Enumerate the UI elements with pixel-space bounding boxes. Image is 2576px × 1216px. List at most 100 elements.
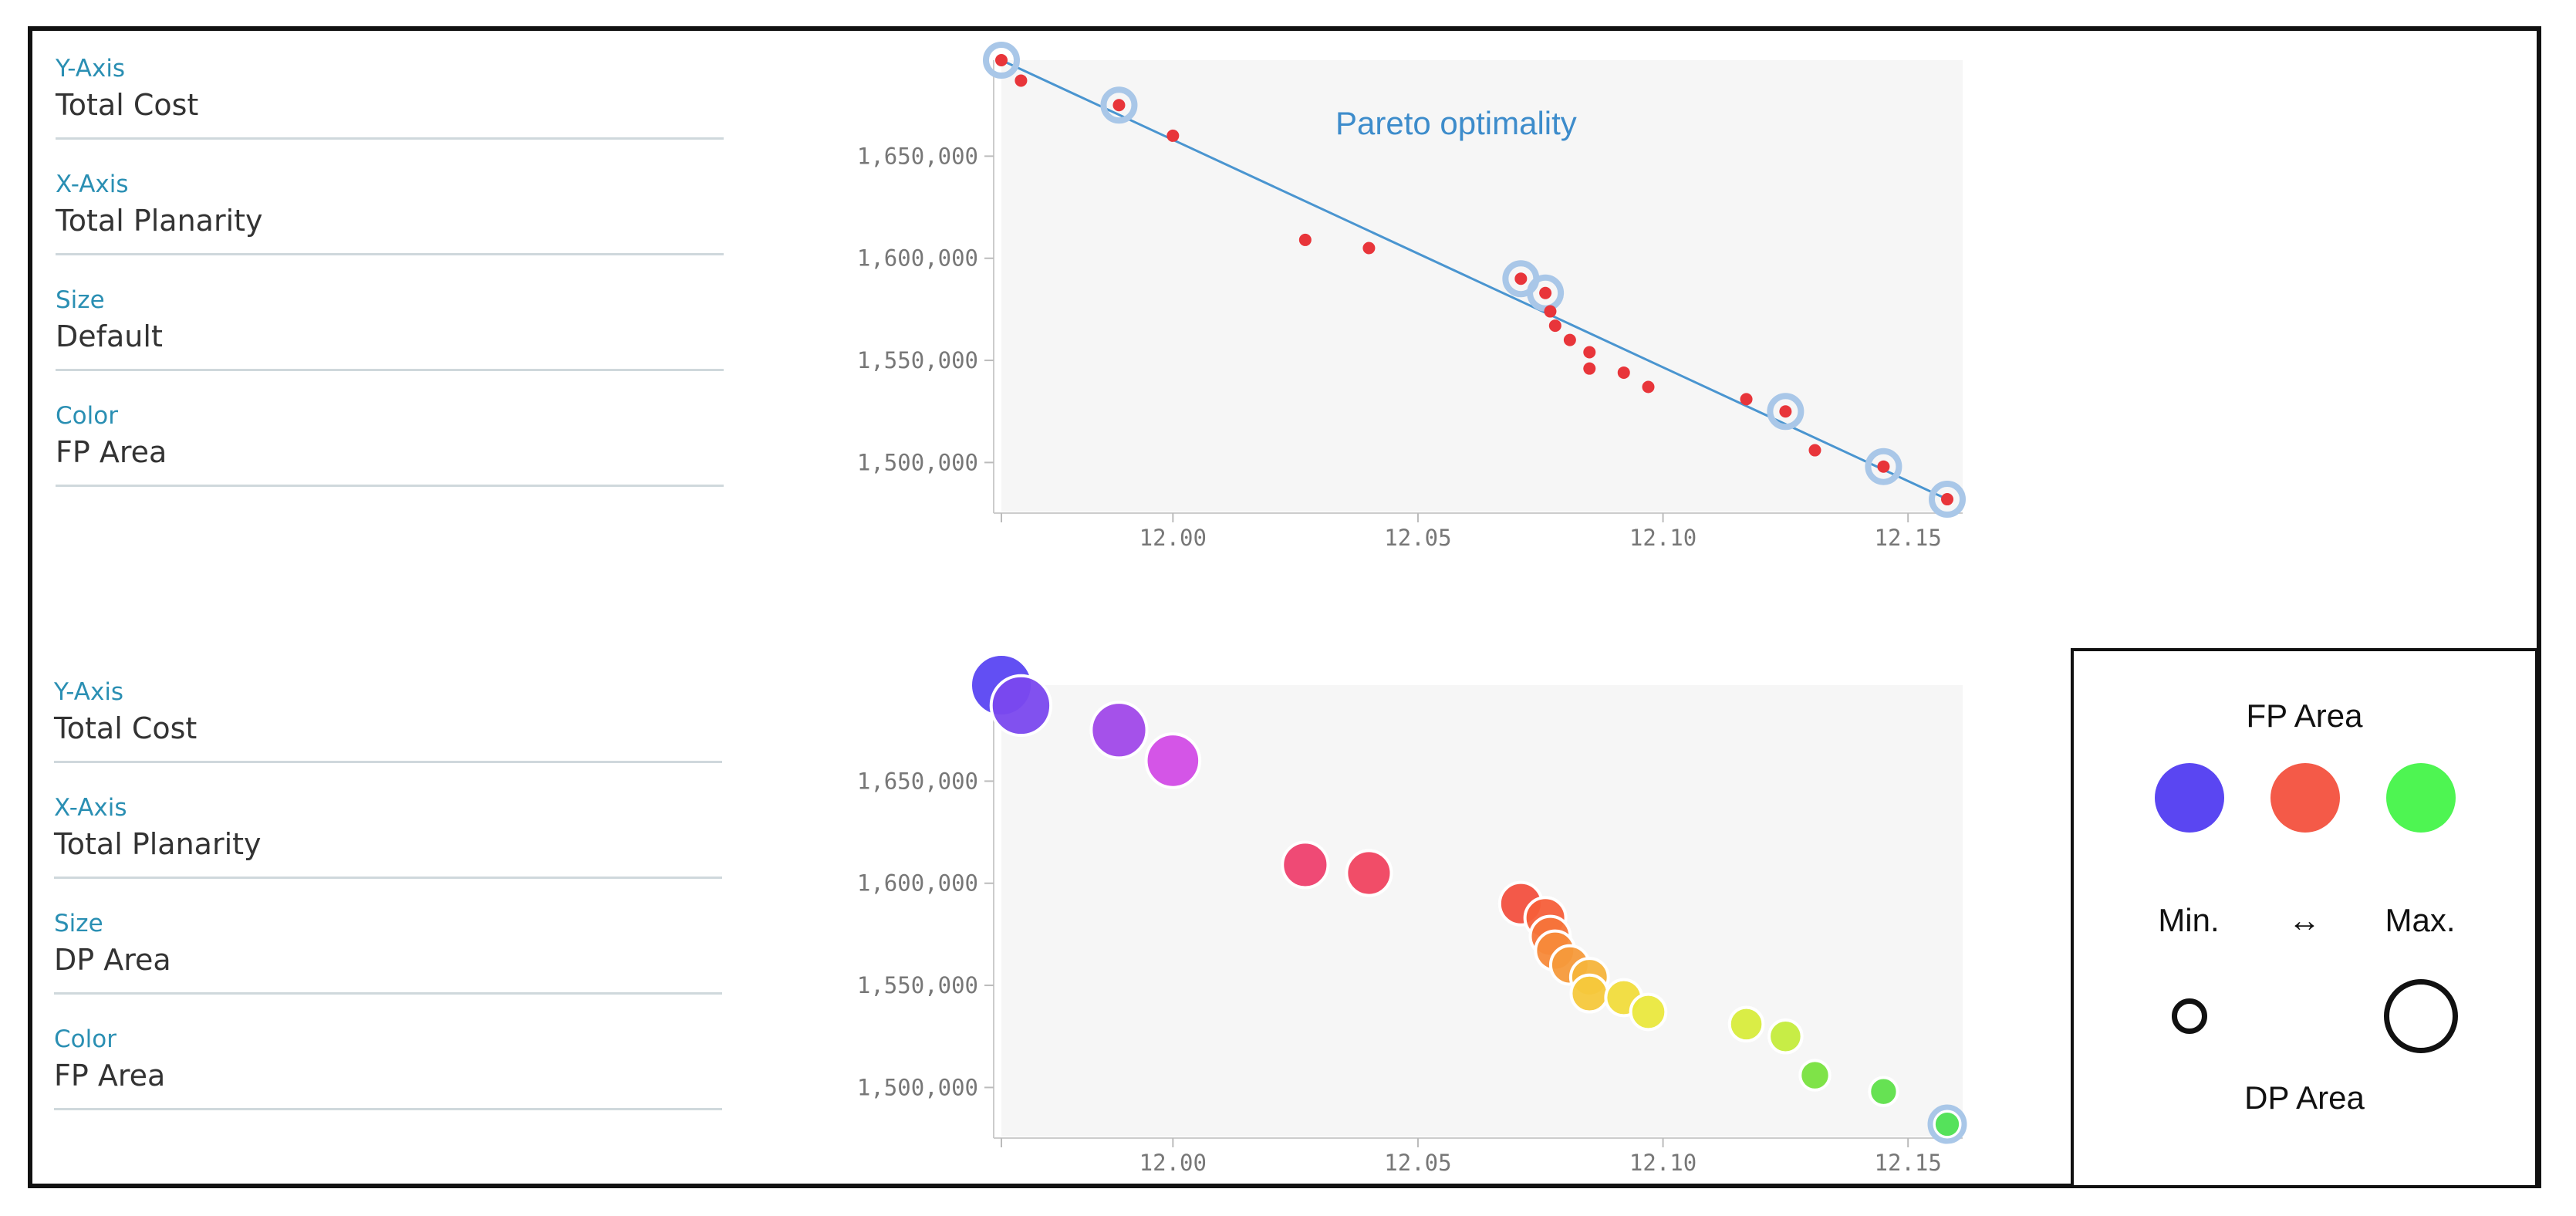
bubble-point (1281, 840, 1330, 890)
y-tick-label: 1,500,000 (857, 1074, 978, 1100)
pareto-point-halo (1865, 448, 1902, 485)
legend-max-size-circle (2384, 979, 2458, 1053)
bubble-point (1569, 973, 1610, 1014)
data-point (1808, 444, 1821, 457)
data-point (1941, 493, 1953, 506)
x-tick-label: 12.05 (1384, 1150, 1451, 1176)
pareto-scatter-chart: 1,500,000 1,550,000 1,600,000 1,650,000 12.0… (857, 42, 1966, 551)
legend-color-title: FP Area (2246, 698, 2363, 734)
x-tick-label: 12.15 (1875, 1150, 1942, 1176)
bubble-point (1089, 701, 1149, 760)
legend-max-color-swatch (2386, 763, 2456, 833)
x-tick-label: 12.15 (1875, 525, 1942, 551)
field-underline (56, 253, 724, 255)
y-tick-label: 1,650,000 (857, 143, 978, 169)
legend-size-title: DP Area (2244, 1079, 2365, 1116)
bubble-point (1868, 1076, 1899, 1107)
x-axis-setting[interactable]: X-Axis Total Planarity (56, 170, 724, 255)
field-label: Size (54, 910, 103, 937)
field-value: Total Cost (54, 711, 198, 745)
data-point (1544, 305, 1557, 318)
field-value: Total Cost (56, 88, 199, 122)
data-point (1514, 272, 1528, 285)
data-point (1740, 393, 1753, 406)
field-label: Y-Axis (56, 55, 126, 83)
field-label: X-Axis (54, 794, 127, 822)
x-tick-label: 12.05 (1384, 525, 1451, 551)
field-value: FP Area (54, 1059, 166, 1093)
data-point (1583, 346, 1596, 359)
size-setting[interactable]: Size DP Area (54, 909, 722, 995)
bubble-point (1798, 1059, 1832, 1092)
data-point (1877, 460, 1890, 473)
legend-max-label: Max. (2385, 902, 2456, 938)
color-setting[interactable]: Color FP Area (54, 1025, 722, 1110)
field-underline (54, 761, 722, 763)
field-underline (54, 877, 722, 879)
field-underline (54, 1108, 722, 1110)
color-setting[interactable]: Color FP Area (56, 401, 724, 487)
field-value: DP Area (54, 943, 171, 977)
field-value: Default (56, 319, 163, 353)
pareto-point-halo (1929, 481, 1966, 518)
pareto-point-halo (983, 42, 1020, 79)
pareto-annotation: Pareto optimality (1335, 105, 1577, 141)
bubble-point (1767, 1018, 1804, 1055)
field-label: Y-Axis (54, 678, 124, 706)
y-tick-label: 1,550,000 (857, 347, 978, 373)
bubble-point (989, 674, 1053, 738)
field-value: FP Area (56, 435, 167, 469)
data-point (1563, 333, 1576, 346)
y-tick-label: 1,500,000 (857, 449, 978, 475)
data-point (1779, 405, 1792, 418)
legend-box: FP Area Min. ↔ Max. DP Area (2071, 648, 2538, 1188)
x-tick-label: 12.10 (1629, 1150, 1697, 1176)
x-tick-label: 12.10 (1629, 525, 1697, 551)
data-point (1166, 129, 1180, 142)
field-label: Size (56, 286, 105, 314)
data-point (1362, 242, 1376, 255)
bubble-point (1932, 1109, 1963, 1140)
data-point (995, 54, 1008, 66)
selected-point-halo (1927, 1104, 1967, 1144)
data-point (1112, 99, 1126, 112)
y-axis-setting[interactable]: Y-Axis Total Cost (54, 677, 722, 763)
bubble-point (1629, 992, 1668, 1032)
field-underline (56, 137, 724, 140)
legend-mid-color-swatch (2270, 763, 2340, 833)
pareto-point-halo (1100, 86, 1138, 124)
bubble-point (1144, 732, 1202, 789)
y-tick-label: 1,600,000 (857, 870, 978, 897)
data-point (1539, 286, 1552, 299)
field-underline (56, 369, 724, 371)
data-point (1015, 74, 1028, 87)
field-label: Color (56, 402, 118, 430)
data-point (1617, 366, 1630, 379)
legend-min-color-swatch (2155, 763, 2224, 833)
field-underline (54, 992, 722, 995)
pareto-point-halo (1767, 393, 1805, 431)
field-label: X-Axis (56, 171, 129, 198)
field-value: Total Planarity (56, 204, 263, 238)
data-point (1583, 362, 1596, 375)
y-tick-label: 1,600,000 (857, 245, 978, 272)
legend-min-label: Min. (2158, 902, 2220, 938)
x-axis-setting[interactable]: X-Axis Total Planarity (54, 793, 722, 879)
x-tick-label: 12.00 (1139, 1150, 1207, 1176)
legend-min-size-circle (2172, 998, 2207, 1034)
x-tick-label: 12.00 (1139, 525, 1207, 551)
field-underline (56, 485, 724, 487)
figure-frame (28, 26, 2541, 1188)
field-label: Color (54, 1025, 116, 1053)
field-value: Total Planarity (54, 827, 262, 861)
y-tick-label: 1,550,000 (857, 972, 978, 998)
size-setting[interactable]: Size Default (56, 285, 724, 371)
bubble-point (1345, 849, 1393, 897)
data-point (1548, 319, 1561, 333)
legend-arrow: ↔ (2288, 902, 2321, 938)
data-point (1298, 233, 1312, 246)
data-point (1642, 380, 1655, 394)
y-tick-label: 1,650,000 (857, 768, 978, 794)
y-axis-setting[interactable]: Y-Axis Total Cost (56, 54, 724, 140)
